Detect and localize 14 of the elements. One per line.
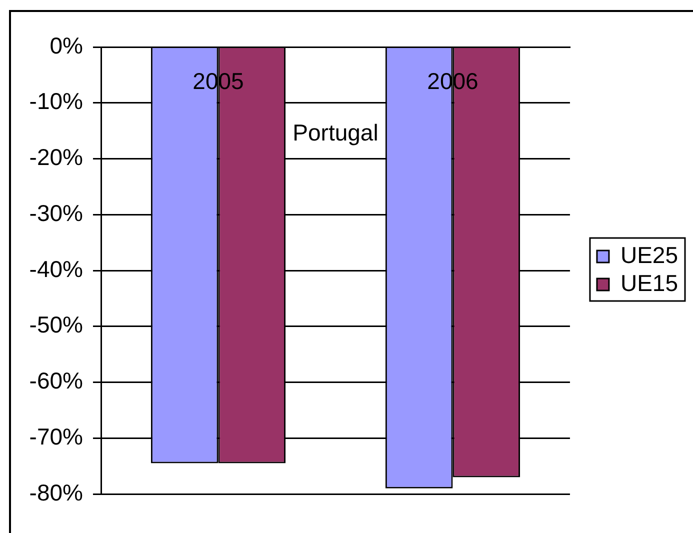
x-axis-title: Portugal	[292, 119, 378, 146]
y-tick-label: -20%	[29, 144, 83, 170]
x-tick-label: 2005	[192, 68, 244, 94]
legend-label: UE15	[620, 270, 678, 296]
y-tick-label: -30%	[29, 200, 83, 226]
y-tick-label: -60%	[29, 368, 83, 394]
y-tick-label: -10%	[29, 88, 83, 114]
x-tick-label: 2006	[427, 68, 478, 94]
y-tick-label: -70%	[29, 423, 83, 450]
y-tick-label: -80%	[29, 479, 83, 506]
y-tick-label: -40%	[29, 256, 83, 282]
y-tick-label: 0%	[50, 32, 83, 58]
legend-label: UE25	[620, 242, 678, 268]
y-tick-label: -50%	[29, 312, 83, 338]
